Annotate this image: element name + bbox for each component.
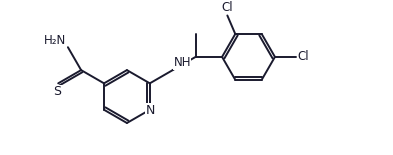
Text: H₂N: H₂N <box>44 33 66 46</box>
Text: Cl: Cl <box>298 50 309 63</box>
Text: NH: NH <box>173 56 191 69</box>
Text: S: S <box>53 85 62 98</box>
Text: N: N <box>146 104 155 117</box>
Text: Cl: Cl <box>222 1 233 14</box>
